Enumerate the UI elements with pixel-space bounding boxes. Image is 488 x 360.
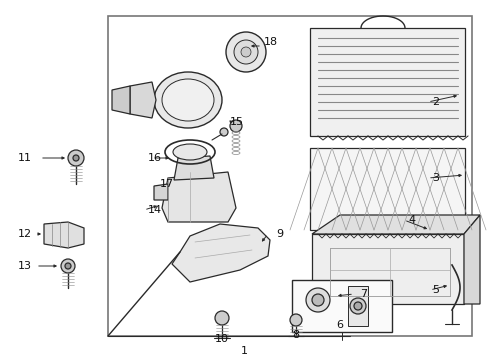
Circle shape xyxy=(353,302,361,310)
Polygon shape xyxy=(174,156,214,180)
Circle shape xyxy=(65,263,71,269)
Circle shape xyxy=(241,47,250,57)
Text: 15: 15 xyxy=(229,117,244,127)
Polygon shape xyxy=(463,215,479,304)
Bar xyxy=(108,16,471,336)
Polygon shape xyxy=(347,286,367,326)
Bar xyxy=(309,28,464,136)
Circle shape xyxy=(68,150,84,166)
Text: 4: 4 xyxy=(407,215,414,225)
Circle shape xyxy=(220,128,227,136)
Text: 3: 3 xyxy=(431,173,438,183)
Circle shape xyxy=(225,32,265,72)
Circle shape xyxy=(215,311,228,325)
Text: 17: 17 xyxy=(160,179,174,189)
Polygon shape xyxy=(154,184,168,200)
Circle shape xyxy=(289,314,302,326)
Text: 13: 13 xyxy=(18,261,32,271)
Polygon shape xyxy=(311,215,479,234)
Text: 11: 11 xyxy=(18,153,32,163)
Polygon shape xyxy=(130,82,156,118)
Ellipse shape xyxy=(154,72,222,128)
Circle shape xyxy=(229,120,242,132)
Text: 2: 2 xyxy=(431,97,438,107)
Text: 18: 18 xyxy=(264,37,278,47)
Polygon shape xyxy=(44,222,84,248)
Circle shape xyxy=(305,288,329,312)
Text: 6: 6 xyxy=(336,320,343,330)
Polygon shape xyxy=(311,234,463,304)
Text: 9: 9 xyxy=(275,229,283,239)
Text: 14: 14 xyxy=(148,205,162,215)
Circle shape xyxy=(234,40,258,64)
Circle shape xyxy=(349,298,365,314)
Circle shape xyxy=(311,294,324,306)
Bar xyxy=(309,148,464,230)
Ellipse shape xyxy=(173,144,206,160)
Text: 8: 8 xyxy=(292,330,299,340)
Polygon shape xyxy=(172,224,269,282)
Text: 16: 16 xyxy=(148,153,162,163)
Ellipse shape xyxy=(162,79,214,121)
Circle shape xyxy=(73,155,79,161)
Text: 12: 12 xyxy=(18,229,32,239)
Text: 5: 5 xyxy=(431,285,438,295)
Text: 10: 10 xyxy=(215,334,228,344)
Text: 7: 7 xyxy=(359,289,366,299)
Polygon shape xyxy=(162,172,236,222)
Bar xyxy=(291,280,391,332)
Polygon shape xyxy=(112,86,130,114)
Circle shape xyxy=(61,259,75,273)
Text: 1: 1 xyxy=(240,346,247,356)
